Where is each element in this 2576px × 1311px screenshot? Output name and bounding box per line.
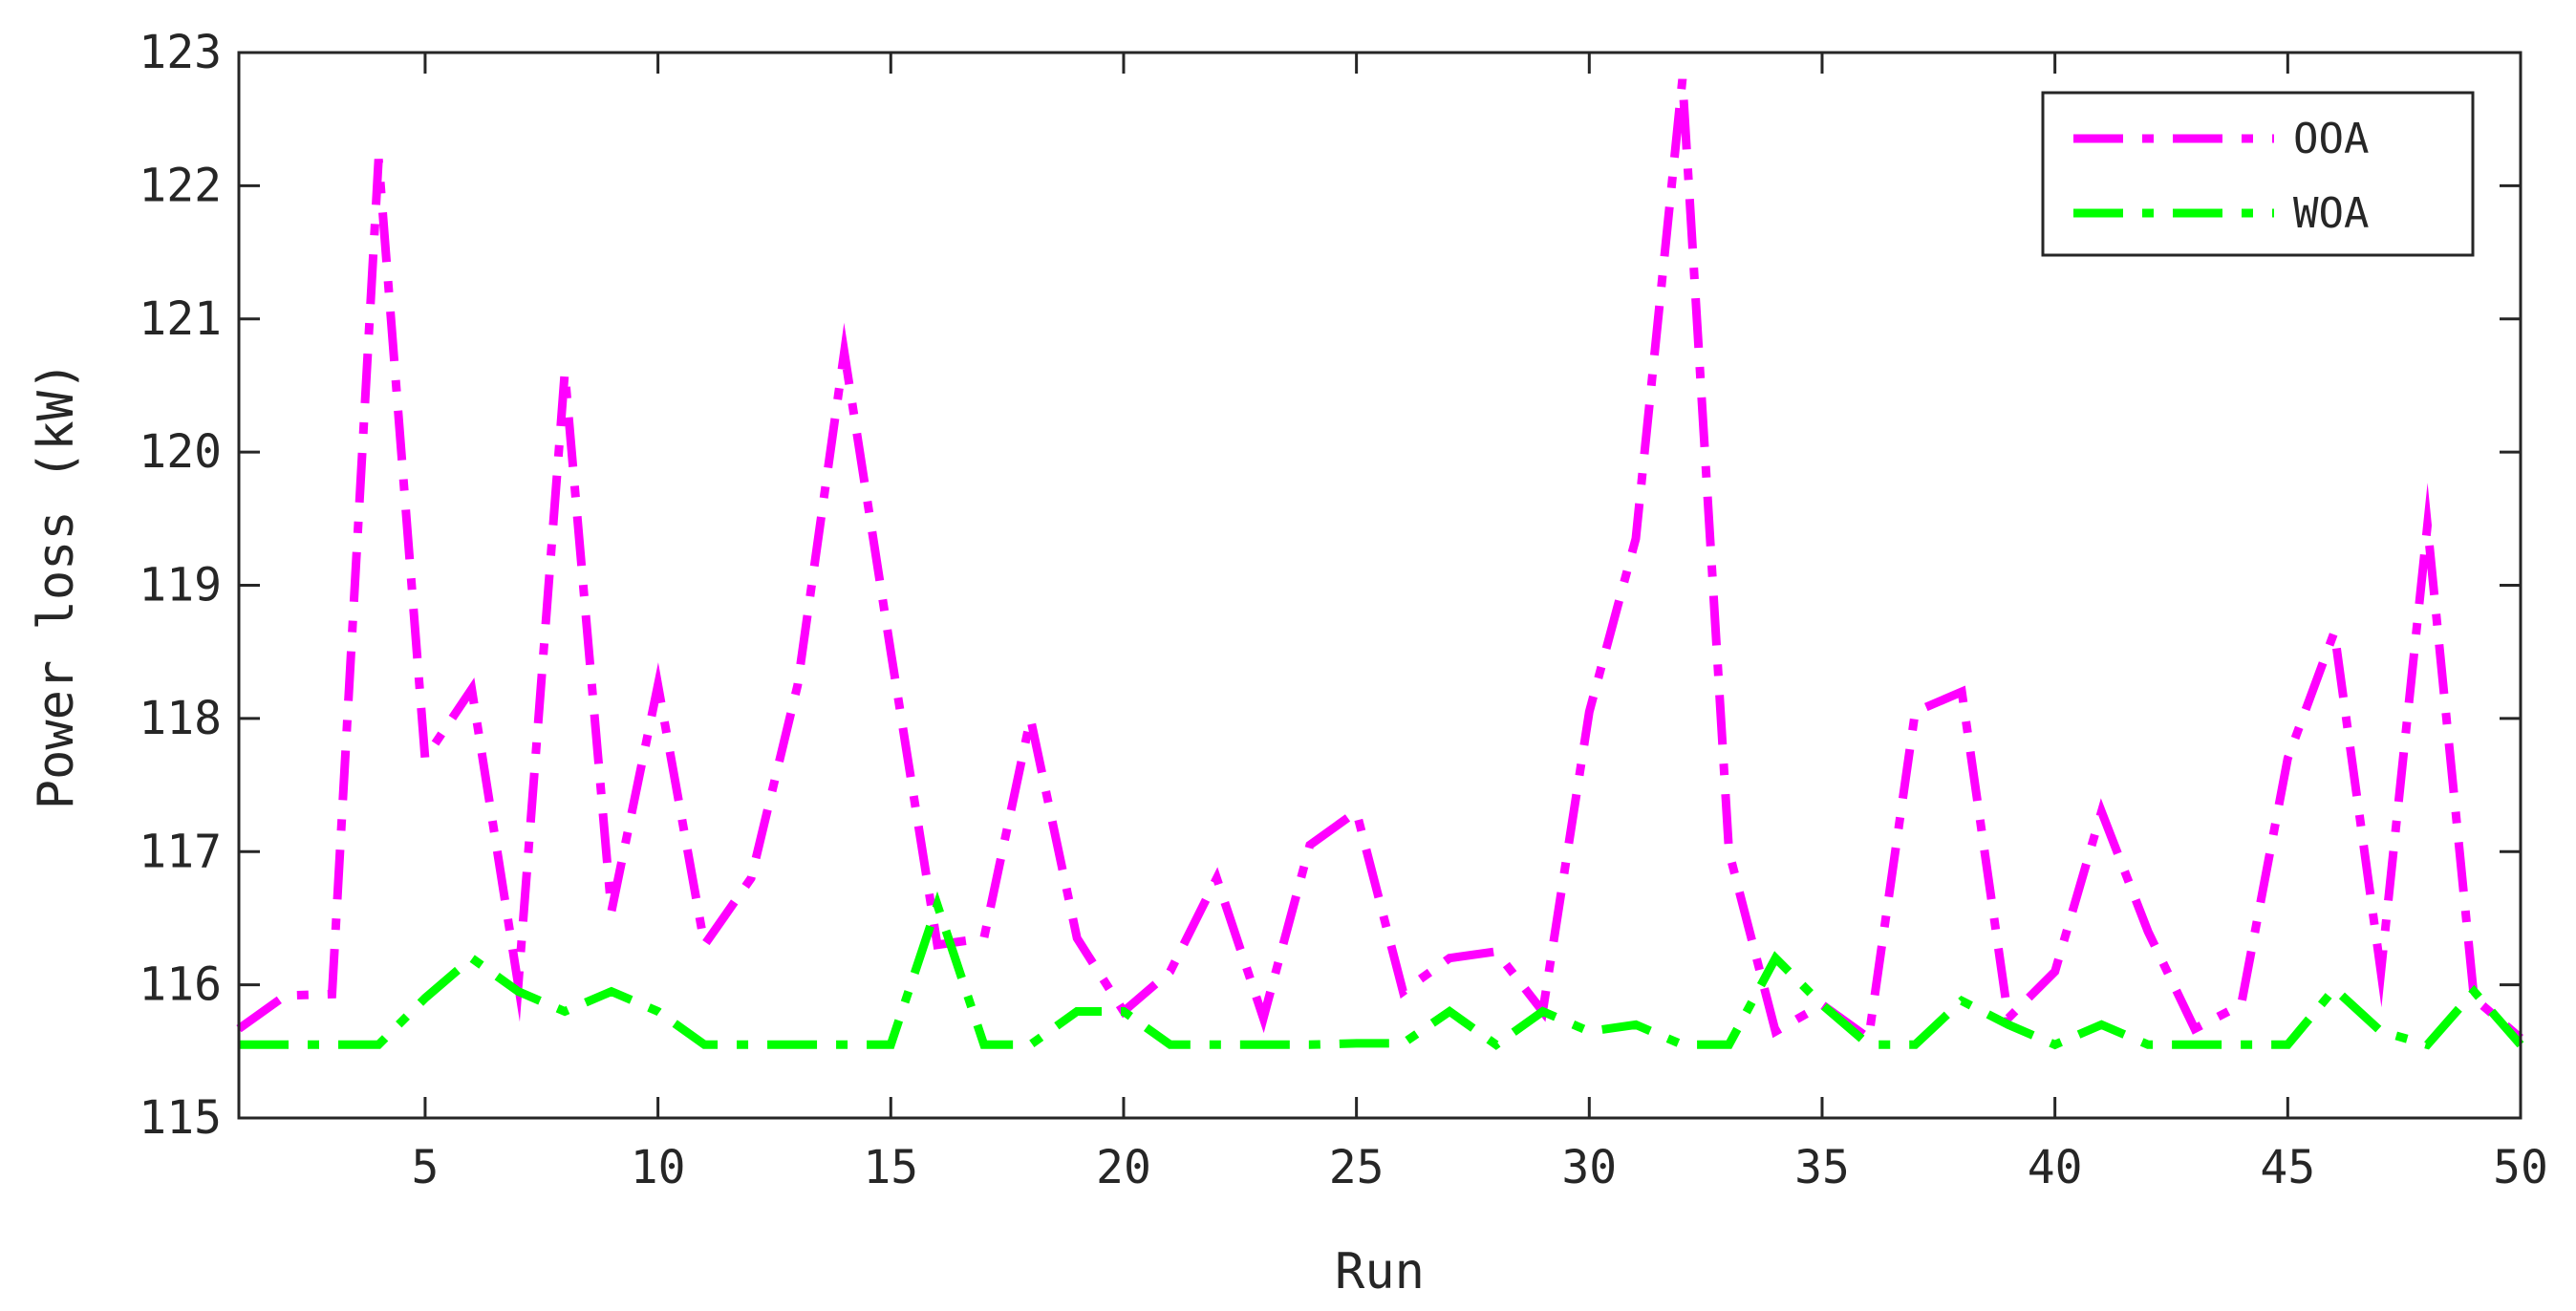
y-axis-label: Power loss (kW) <box>28 361 85 810</box>
x-tick-label: 25 <box>1329 1141 1385 1194</box>
x-axis-label: Run <box>1335 1243 1425 1300</box>
legend: OOA WOA <box>2041 91 2475 257</box>
legend-box <box>2041 91 2475 257</box>
x-tick-label: 5 <box>411 1141 439 1194</box>
y-tick-label: 115 <box>139 1091 222 1145</box>
series-layer <box>236 78 2524 1050</box>
x-tick-label: 20 <box>1096 1141 1151 1194</box>
y-tick-label: 118 <box>139 692 222 745</box>
ticks-layer: 5 10 15 20 25 30 35 40 45 50 115 116 117 118 119 120 121… <box>139 26 2548 1194</box>
y-tick-label: 117 <box>139 825 222 878</box>
x-tick-label: 35 <box>1794 1141 1850 1194</box>
y-tick-label: 122 <box>139 159 222 212</box>
x-tick-label: 15 <box>863 1141 918 1194</box>
x-tick-label: 30 <box>1561 1141 1617 1194</box>
x-tick-label: 45 <box>2260 1141 2315 1194</box>
legend-ooa-label: OOA <box>2293 115 2369 163</box>
series-line-ooa <box>236 78 2523 1046</box>
y-tick-label: 119 <box>139 559 222 613</box>
y-tick-label: 116 <box>139 958 222 1012</box>
y-tick-label: 120 <box>139 425 222 479</box>
legend-woa-label: WOA <box>2293 189 2369 238</box>
y-tick-label: 121 <box>139 292 222 346</box>
x-tick-label: 10 <box>631 1141 686 1194</box>
series-line-woa <box>239 891 2524 1050</box>
y-tick-label: 123 <box>139 26 222 79</box>
x-tick-label: 40 <box>2028 1141 2083 1194</box>
x-tick-label: 50 <box>2493 1141 2548 1194</box>
